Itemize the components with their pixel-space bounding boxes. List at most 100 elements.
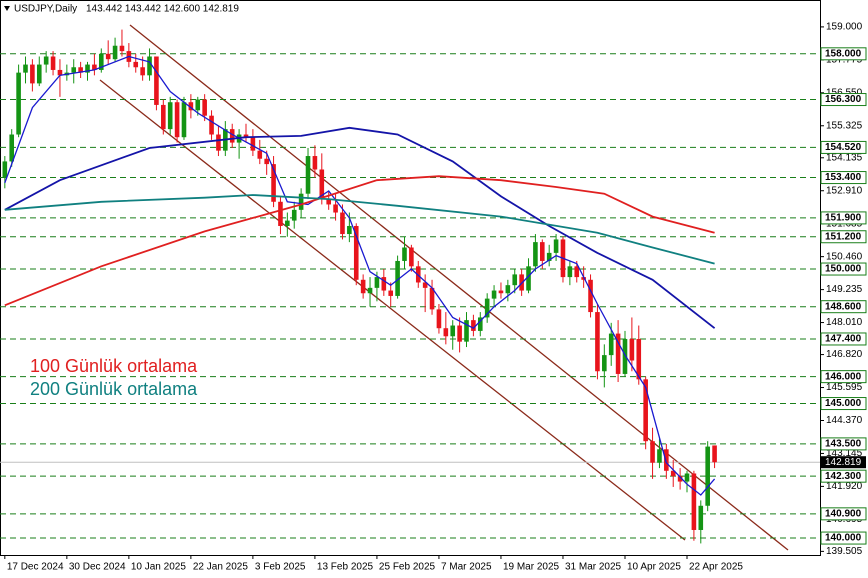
y-tick-label: 146.820 [826,349,863,360]
x-tick-label: 22 Jan 2025 [193,562,248,573]
y-tick-label: 154.135 [826,152,863,163]
level-label-box [820,397,867,411]
candle-body [278,201,283,226]
candle-body [595,312,600,372]
candle-body [9,134,15,162]
candle-body [78,67,83,73]
level-label-box [820,171,867,185]
candle-body [588,279,593,313]
level-label: 153.400 [825,172,862,183]
candle-body [505,285,511,294]
level-label: 140.000 [825,533,862,544]
level-label-box [820,262,867,276]
candle-body [298,193,304,210]
x-tick-label: 7 Mar 2025 [441,562,492,573]
level-label: 143.500 [825,439,862,450]
current-price-box [821,456,866,469]
candle-body [216,134,221,151]
candle-body [257,150,263,159]
level-label-box [820,47,867,61]
menu-arrow [4,6,10,11]
level-label: 145.000 [825,398,862,409]
y-tick-label: 150.460 [826,251,863,262]
candle-body [326,199,331,205]
legend-annotation: 200 Günlük ortalama [30,379,198,399]
candle-body [285,220,290,226]
y-tick-label: 148.010 [826,317,863,328]
candle-body [471,320,476,331]
plot-frame [0,0,821,556]
candle-body [112,45,118,60]
moving-average-line [4,194,715,265]
candle-body [147,56,152,76]
candle-body [553,239,559,253]
candle-body [484,298,490,318]
candle-body [664,449,669,471]
candle-body [374,277,380,288]
x-tick-label: 3 Feb 2025 [255,562,306,573]
level-label-box [820,140,867,154]
candle-body [119,45,125,52]
candle-body [402,247,407,261]
candle-body [305,156,311,194]
x-tick-label: 31 Mar 2025 [565,562,622,573]
y-tick-label: 143.145 [826,448,863,459]
candle-body [71,67,77,73]
candle-body [291,209,297,221]
candle-body [615,333,621,374]
candle-body [477,317,483,331]
candle-body [30,64,35,84]
candle-body [243,134,249,138]
candle-body [643,379,648,442]
moving-average-line [4,55,716,496]
candle-body [50,56,56,70]
level-label-box [820,211,867,225]
x-tick-label: 10 Apr 2025 [627,562,681,573]
level-label-box [820,332,867,346]
level-label: 140.900 [825,508,862,519]
candle-body [188,102,194,111]
candle-body [271,164,276,202]
level-label: 142.300 [825,471,862,482]
y-tick-label: 144.370 [826,415,863,426]
candle-body [195,99,201,111]
level-label: 148.600 [825,301,862,312]
candle-body [92,64,97,70]
candle-body [140,67,145,76]
candle-body [395,260,400,296]
y-tick-label: 152.910 [826,185,863,196]
ohlc-header: 143.442 143.442 142.600 142.819 [86,4,239,15]
candle-body [340,212,345,235]
level-label-box [820,437,867,451]
candle-body [105,53,111,60]
candle-body [98,53,104,70]
y-tick-label: 141.920 [826,481,863,492]
candle-body [36,64,42,84]
level-label: 158.000 [825,48,862,59]
level-label: 151.200 [825,231,862,242]
candle-body [533,242,538,267]
candle-body [429,287,435,310]
candle-body [512,274,518,286]
candle-body [650,441,655,463]
y-tick-label: 159.000 [826,22,863,33]
x-tick-label: 17 Dec 2024 [7,562,64,573]
level-label: 150.000 [825,264,862,275]
candle-body [698,505,704,530]
candle-body [133,61,139,68]
candle-body [608,333,614,356]
legend-annotation: 100 Günlük ortalama [30,356,198,376]
candle-body [16,72,21,135]
candle-body [161,104,166,130]
level-label: 147.400 [825,334,862,345]
level-label: 146.000 [825,371,862,382]
candle-body [436,309,442,329]
candle-body [540,242,545,261]
candle-body [422,282,428,288]
candle-body [202,99,207,116]
channel-lower [99,79,686,541]
level-label-box [820,507,867,521]
level-label-box [820,93,867,107]
candle-body [319,169,325,200]
candle-body [684,473,690,482]
